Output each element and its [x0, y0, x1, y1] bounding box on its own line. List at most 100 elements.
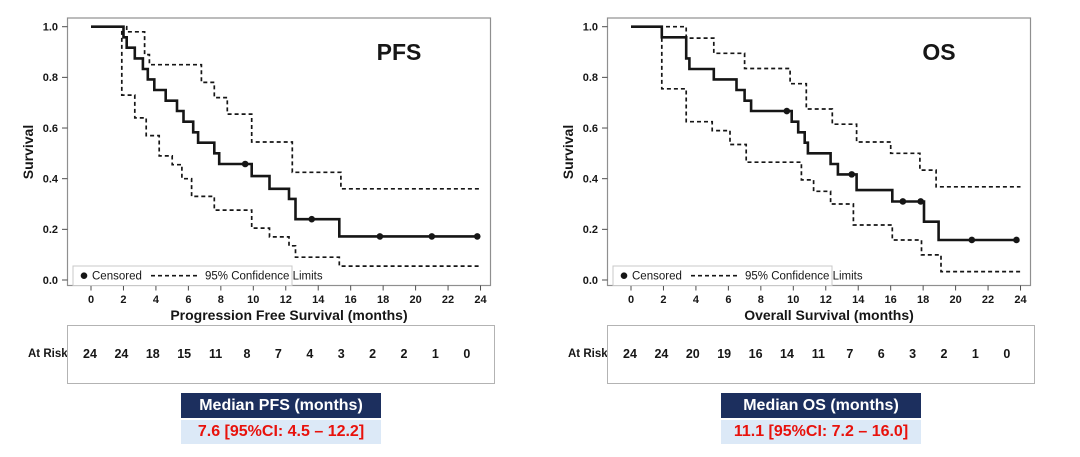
at-risk-count: 2	[400, 347, 408, 361]
x-axis-tick-label: 24	[474, 294, 487, 306]
x-axis-tick-label: 20	[409, 294, 421, 306]
legend-censored-label: Censored	[92, 271, 142, 283]
at-risk-count: 7	[274, 347, 282, 361]
x-axis-tick-label: 8	[218, 294, 224, 306]
legend-censored-marker-icon	[80, 272, 88, 280]
at-risk-count: 3	[909, 347, 917, 361]
censored-dot	[473, 233, 481, 240]
x-axis-tick-label: 12	[280, 294, 292, 306]
at-risk-table: 24 24 20 19 16 14 11 7 6 3 2 1 0	[607, 325, 1035, 384]
x-axis-tick-label: 20	[949, 294, 961, 306]
censored-dot	[783, 107, 791, 115]
at-risk-count: 1	[971, 347, 979, 361]
censored-dot	[428, 233, 436, 240]
legend-censored-label: Censored	[632, 271, 682, 283]
plot-frame	[606, 17, 1032, 287]
x-axis-tick-label: 12	[820, 294, 832, 306]
y-axis-title: Survival	[20, 125, 36, 179]
y-axis-tick-label: 0.0	[583, 275, 598, 287]
at-risk-count: 24	[654, 347, 669, 361]
y-axis-title: Survival	[560, 125, 576, 179]
at-risk-count: 0	[1003, 347, 1011, 361]
at-risk-count: 6	[877, 347, 885, 361]
x-axis-tick-label: 22	[982, 294, 994, 306]
ci-lower-line	[91, 25, 481, 267]
x-axis-tick-label: 4	[693, 294, 700, 306]
censored-dot	[848, 171, 856, 178]
os-panel: 0.0 0.2 0.4 0.6 0.8 1.0 0 2 4 6 8 10 12 14 16 18 20 22 24 O…	[540, 0, 1080, 457]
median-os-header: Median OS (months)	[721, 393, 921, 418]
at-risk-count: 20	[685, 347, 700, 361]
x-axis-tick-label: 18	[377, 294, 389, 306]
at-risk-count: 15	[177, 347, 192, 361]
censored-dot	[376, 233, 384, 240]
at-risk-count: 7	[846, 347, 854, 361]
x-axis-tick-label: 14	[852, 294, 865, 306]
y-axis-tick-label: 0.0	[43, 275, 58, 287]
at-risk-label: At Risk	[568, 348, 608, 360]
y-axis-tick-label: 0.2	[583, 224, 598, 236]
x-axis-tick-label: 16	[885, 294, 897, 306]
at-risk-count: 2	[369, 347, 377, 361]
at-risk-count: 14	[780, 347, 794, 361]
y-axis-tick-label: 0.6	[583, 123, 598, 135]
at-risk-count: 16	[748, 347, 763, 361]
y-axis-tick-label: 0.4	[583, 173, 599, 185]
at-risk-count: 2	[940, 347, 948, 361]
y-axis-tick-label: 0.8	[583, 72, 598, 84]
at-risk-count: 24	[623, 347, 637, 361]
os-km-chart: 0.00.20.40.60.81.00 2 4 6 8 10 12 14 16 18 20 22 24O…	[560, 17, 1032, 323]
at-risk-count: 11	[208, 347, 223, 361]
x-axis-tick-label: 6	[725, 294, 731, 306]
x-axis-tick-label: 10	[247, 294, 259, 306]
ci-upper-line	[91, 25, 481, 190]
pfs-km-chart: 0.00.20.40.60.81.00 2 4 6 8 10 12 14 16 18 20 22 24P…	[20, 17, 492, 323]
at-risk-label: At Risk	[28, 348, 68, 360]
median-os-value: 11.1 [95%CI: 7.2 – 16.0]	[721, 420, 921, 444]
x-axis-tick-label: 0	[88, 294, 94, 306]
legend-ci-label: 95% Confidence Limits	[205, 271, 323, 283]
x-axis-tick-label: 22	[442, 294, 454, 306]
pfs-panel: 0.0 0.2 0.4 0.6 0.8 1.0 0 2 4 6 8 10 12 14 16 18 20 22 24 P…	[20, 17, 495, 444]
x-axis-tick-label: 2	[660, 294, 666, 306]
censored-dot	[241, 160, 249, 168]
at-risk-count: 0	[463, 347, 471, 361]
x-axis-title: Progression Free Survival (months)	[170, 307, 407, 323]
censored-dot	[899, 198, 907, 205]
at-risk-count: 24	[114, 347, 129, 361]
median-pfs-value: 7.6 [95%CI: 4.5 – 12.2]	[181, 420, 381, 444]
at-risk-count: 3	[337, 347, 345, 361]
at-risk-count: 19	[717, 347, 732, 361]
panel-title: PFS	[377, 39, 422, 65]
x-axis-tick-label: 4	[153, 294, 160, 306]
at-risk-table: 24 24 18 15 11 8 7 4 3 2 2 1 0	[67, 325, 495, 384]
x-axis-tick-label: 2	[120, 294, 126, 306]
ci-upper-line	[631, 25, 1021, 188]
ci-lower-line	[631, 25, 1021, 273]
survival-step-line	[631, 25, 1018, 242]
x-axis-tick-label: 18	[917, 294, 929, 306]
censored-dot	[968, 236, 976, 244]
median-pfs-header: Median PFS (months)	[181, 393, 381, 418]
x-axis-tick-label: 14	[312, 294, 325, 306]
plot-frame	[66, 17, 492, 287]
at-risk-count: 18	[145, 347, 160, 361]
legend-censored-marker-icon	[620, 272, 628, 280]
y-axis-tick-label: 0.6	[43, 123, 58, 135]
x-axis-tick-label: 10	[787, 294, 799, 306]
censored-dot	[917, 198, 925, 205]
at-risk-count: 8	[243, 347, 251, 361]
y-axis-tick-label: 1.0	[583, 22, 598, 34]
at-risk-count: 1	[431, 347, 439, 361]
x-axis-tick-label: 8	[758, 294, 764, 306]
x-axis-title: Overall Survival (months)	[744, 307, 914, 323]
at-risk-count: 24	[83, 347, 97, 361]
x-axis-tick-label: 24	[1014, 294, 1027, 306]
x-axis-tick-label: 0	[628, 294, 634, 306]
censored-dot	[308, 215, 316, 223]
x-axis-tick-label: 6	[185, 294, 191, 306]
y-axis-tick-label: 0.8	[43, 72, 58, 84]
at-risk-count: 4	[306, 347, 314, 361]
at-risk-count: 11	[811, 347, 825, 361]
